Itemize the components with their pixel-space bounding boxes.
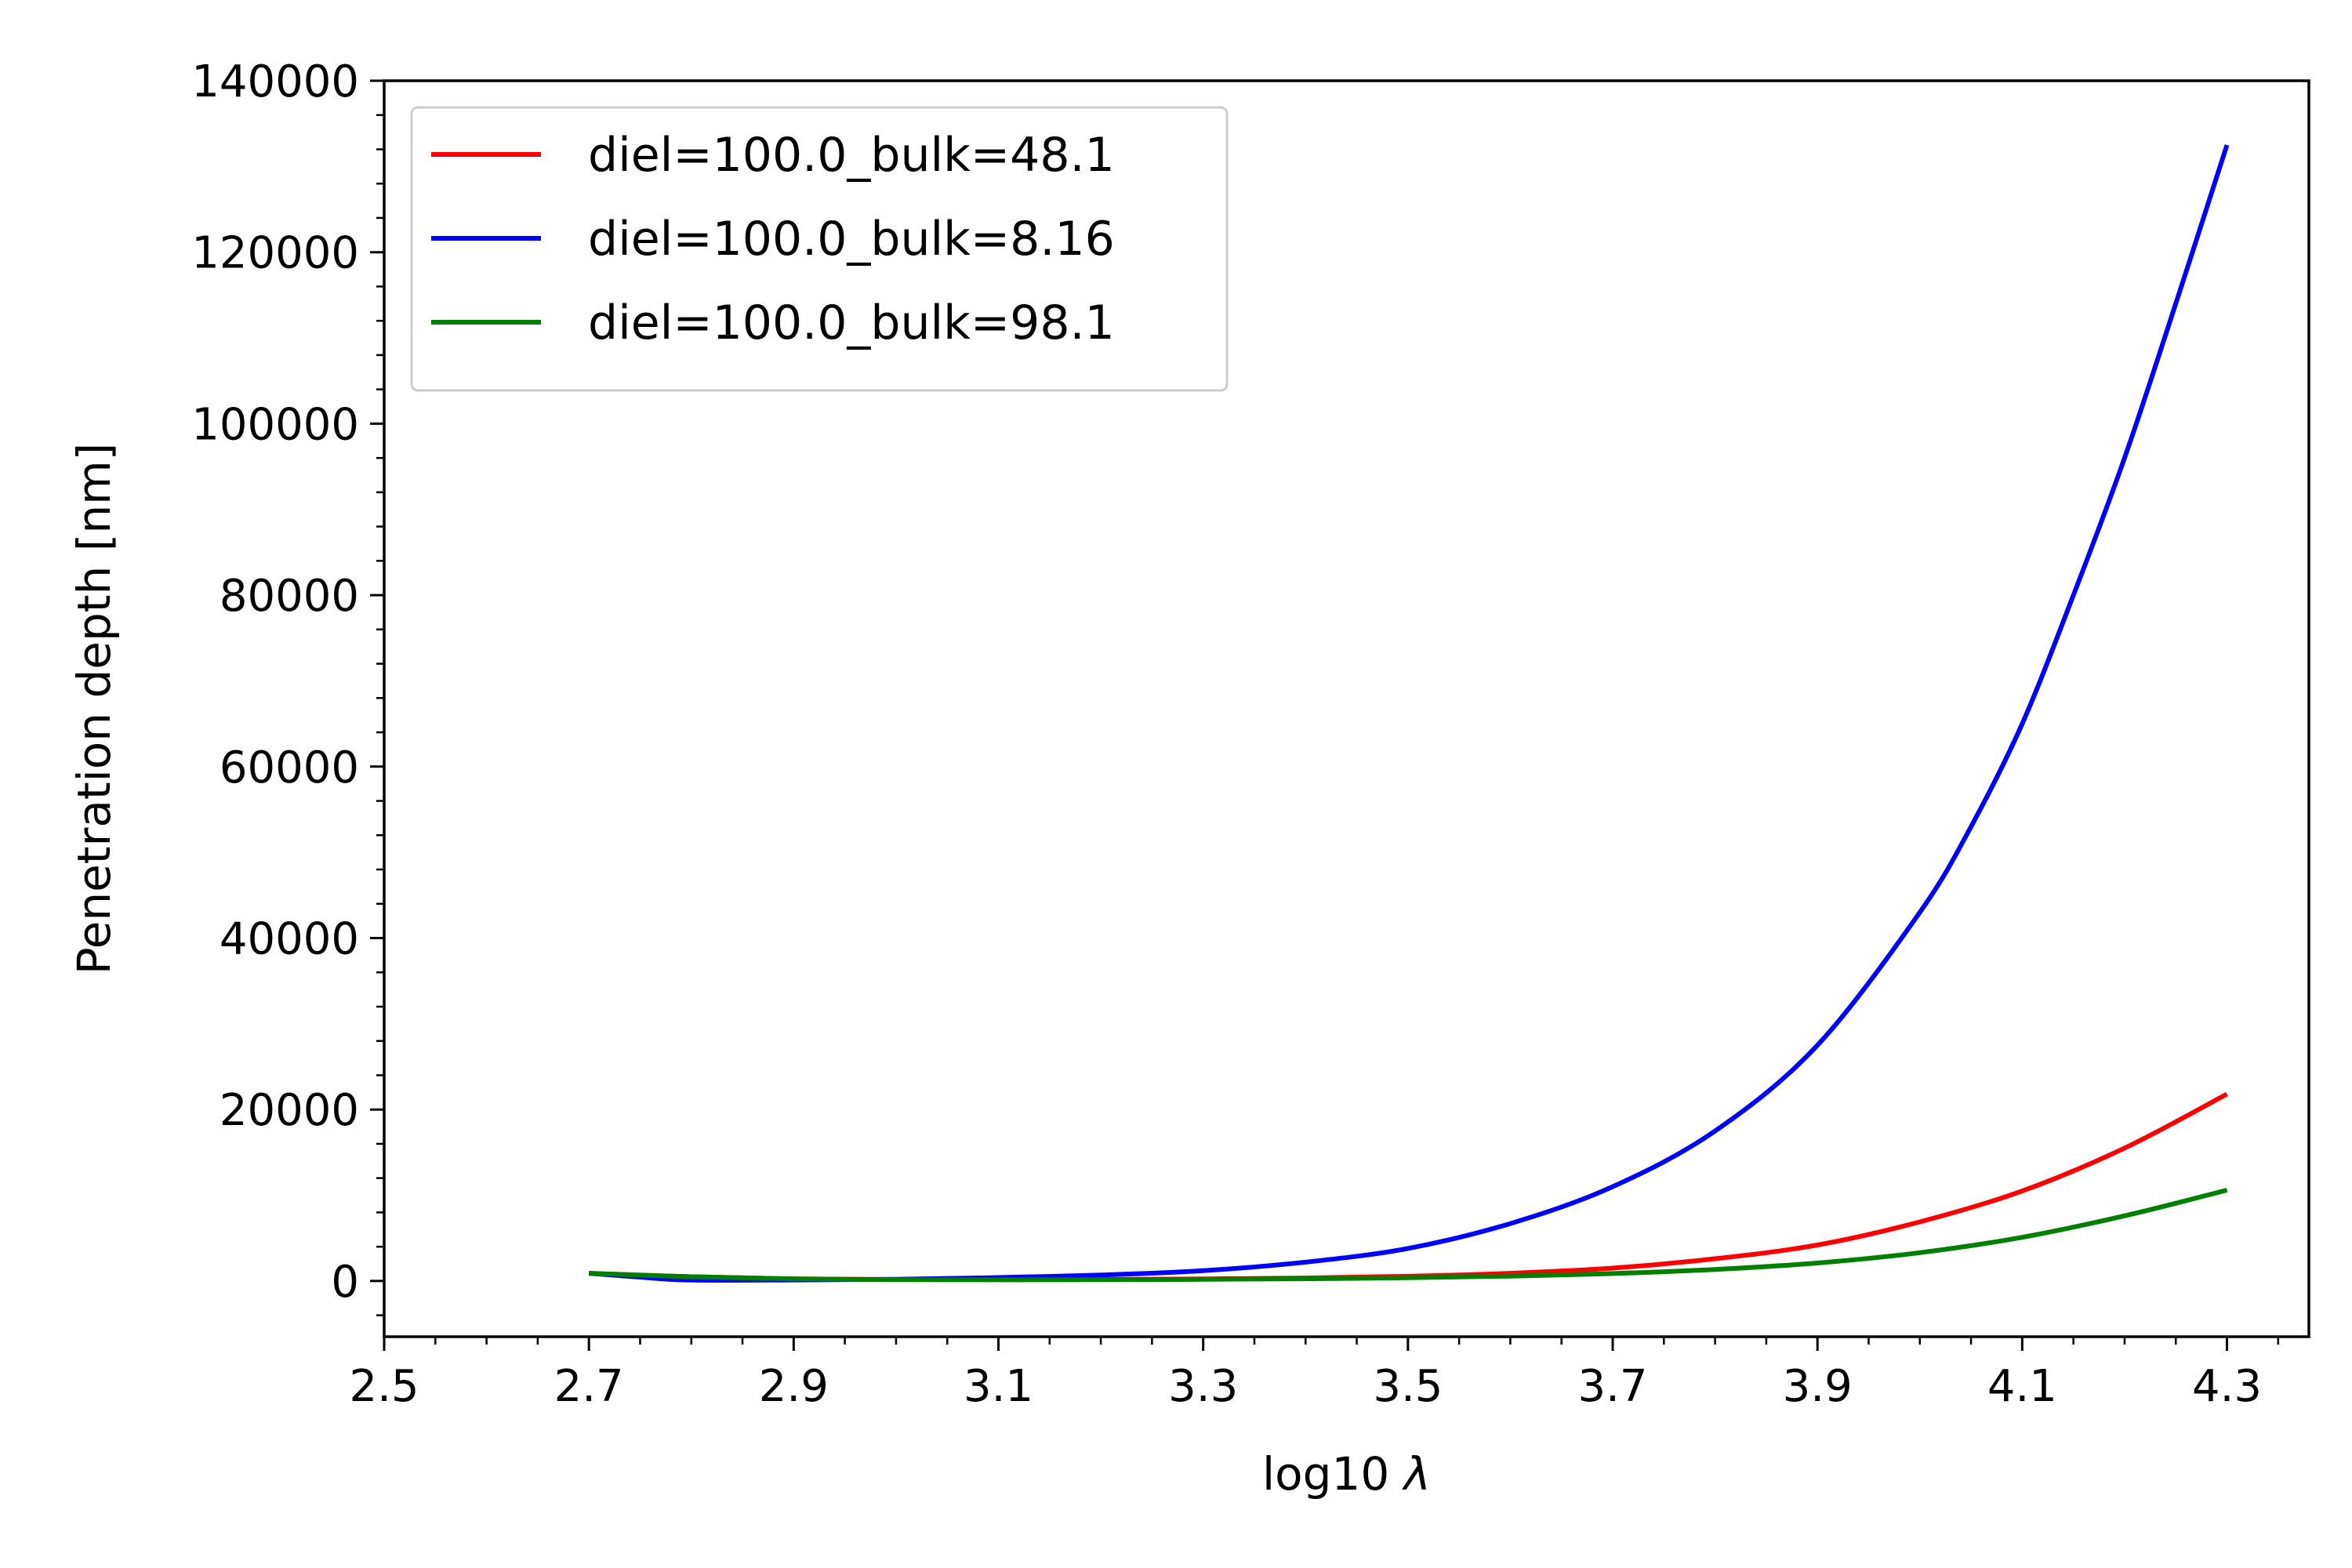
x-tick-label: 4.3 <box>2192 1361 2262 1412</box>
y-tick-label: 120000 <box>191 228 359 279</box>
x-tick-label: 2.5 <box>349 1361 419 1412</box>
ticks-layer: 2.5 2.7 2.9 3.1 3.3 3.5 3.7 3.9 4.1 4.3 0 20000 4000… <box>191 56 2280 1412</box>
series-layer <box>588 144 2230 1283</box>
y-tick-label: 80000 <box>220 571 359 622</box>
x-tick-label: 3.9 <box>1783 1361 1853 1412</box>
y-tick-label: 140000 <box>191 56 359 107</box>
y-tick-label: 60000 <box>220 742 359 793</box>
y-tick-label: 100000 <box>191 399 359 450</box>
x-axis-label: log10 λ <box>1262 1447 1431 1501</box>
x-tick-label: 2.9 <box>759 1361 829 1412</box>
x-tick-label: 3.7 <box>1577 1361 1647 1412</box>
x-tick-label: 3.5 <box>1373 1361 1443 1412</box>
y-axis-label: Penetration depth [nm] <box>67 443 121 975</box>
x-tick-label: 3.3 <box>1168 1361 1238 1412</box>
legend-box <box>410 106 1229 392</box>
y-tick-label: 0 <box>331 1257 359 1308</box>
x-tick-label: 2.7 <box>554 1361 624 1412</box>
legend-label-2: diel=100.0_bulk=98.1 <box>588 296 1115 350</box>
legend-label-1: diel=100.0_bulk=8.16 <box>588 212 1115 267</box>
x-axis-label-symbol: λ <box>1402 1447 1431 1501</box>
x-tick-label: 4.1 <box>1987 1361 2057 1412</box>
plot-frame <box>383 79 2310 1338</box>
x-tick-label: 3.1 <box>964 1361 1033 1412</box>
legend-label-0: diel=100.0_bulk=48.1 <box>588 128 1115 183</box>
y-tick-label: 20000 <box>220 1085 359 1136</box>
series-line-2 <box>589 1188 2228 1283</box>
legend: diel=100.0_bulk=48.1 diel=100.0_bulk=8.16… <box>410 106 1229 392</box>
x-axis-label-text: log10 <box>1262 1447 1389 1501</box>
y-tick-label: 40000 <box>220 914 359 965</box>
